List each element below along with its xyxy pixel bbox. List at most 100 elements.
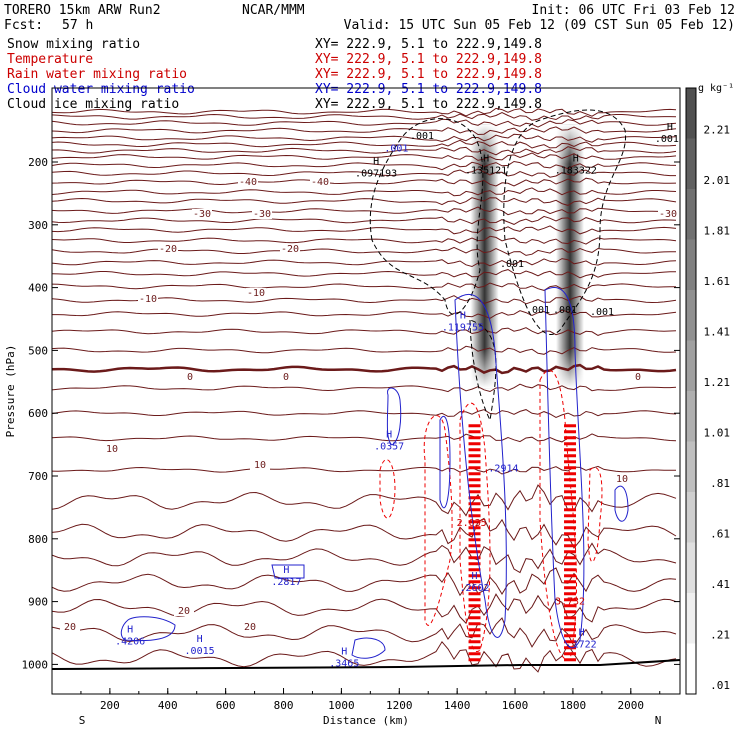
cloud-water-max-label: H bbox=[197, 634, 203, 645]
cloud-water-max-label: H bbox=[283, 565, 289, 576]
temp-contour-5 bbox=[52, 139, 677, 149]
x-tick-label: 600 bbox=[216, 699, 236, 712]
colorbar-label: 1.61 bbox=[704, 275, 731, 288]
y-tick-label: 400 bbox=[28, 282, 48, 295]
cloud-water-contour-7 bbox=[351, 637, 386, 659]
colorbar-label: .01 bbox=[710, 679, 730, 692]
temp-label-bg bbox=[612, 474, 632, 484]
temp-contour-4 bbox=[52, 133, 677, 143]
temp-contour-1 bbox=[52, 111, 677, 121]
temp-label: 0 bbox=[635, 372, 641, 383]
temp-label: 20 bbox=[178, 606, 190, 617]
temp-label-bg bbox=[276, 372, 296, 382]
legend-item-0: Snow mixing ratio bbox=[7, 37, 140, 52]
cloud-water-max-label: H bbox=[127, 624, 133, 635]
cloud-water-max-label: H bbox=[341, 646, 347, 657]
x-tick-label: 800 bbox=[274, 699, 294, 712]
cloud-water-contour-3 bbox=[544, 287, 585, 649]
colorbar-label: .41 bbox=[710, 578, 730, 591]
snow-max-label: H bbox=[483, 153, 489, 164]
temp-contour-26 bbox=[52, 383, 677, 393]
temp-contour-18 bbox=[52, 258, 677, 268]
temp-contour-13 bbox=[52, 206, 677, 216]
temp-contour-23 bbox=[52, 327, 677, 336]
rain-contour-2 bbox=[539, 369, 577, 661]
temp-contour-19 bbox=[52, 269, 676, 279]
colorbar-swatch bbox=[686, 441, 696, 492]
cloud-water-contour-5 bbox=[271, 564, 305, 579]
colorbar-swatch bbox=[686, 88, 696, 139]
temp-contour-29 bbox=[52, 465, 676, 475]
temp-label: -10 bbox=[247, 288, 265, 299]
temp-label-bg bbox=[246, 288, 266, 298]
temp-contour-8 bbox=[52, 160, 677, 171]
rain-contour-4 bbox=[379, 459, 396, 519]
snow-contour-label: .001 bbox=[410, 131, 434, 142]
temp-label-bg bbox=[174, 606, 194, 616]
temp-contour-10 bbox=[52, 177, 677, 187]
y-tick-label: 500 bbox=[28, 344, 48, 357]
x-tick-label: 1000 bbox=[328, 699, 355, 712]
temp-contour-36 bbox=[52, 640, 677, 673]
temp-label: -10 bbox=[139, 294, 157, 305]
temp-contour-20 bbox=[52, 282, 676, 291]
temp-label: -40 bbox=[239, 177, 257, 188]
temp-contour-15 bbox=[52, 225, 677, 235]
temp-contour-11 bbox=[52, 187, 677, 197]
y-tick-label: 600 bbox=[28, 407, 48, 420]
snow-max-label: H bbox=[573, 153, 579, 164]
y-tick-label: 800 bbox=[28, 533, 48, 546]
colorbar-swatch bbox=[686, 138, 696, 189]
init-time: Init: 06 UTC Fri 03 Feb 12 bbox=[532, 3, 736, 18]
colorbar-swatch bbox=[686, 542, 696, 593]
legend-xy-2: XY= 222.9, 5.1 to 222.9,149.8 bbox=[315, 67, 542, 82]
legend-item-1: Temperature bbox=[7, 52, 93, 67]
y-tick-label: 200 bbox=[28, 156, 48, 169]
cloud-water-max-value: .001 bbox=[384, 143, 408, 154]
temp-label: 10 bbox=[106, 444, 118, 455]
cloud-water-max-label: H bbox=[386, 430, 392, 441]
cloud-water-max-value: .2914 bbox=[488, 464, 518, 475]
left-endpoint-label: S bbox=[79, 714, 86, 727]
colorbar-label: 2.21 bbox=[704, 123, 731, 136]
temp-label-bg bbox=[658, 209, 678, 219]
temp-label: 0 bbox=[283, 372, 289, 383]
temp-label: 0 bbox=[187, 372, 193, 383]
snow-max-value: .0016 bbox=[655, 134, 685, 145]
cloud-water-contour-4 bbox=[614, 485, 629, 522]
snow-contour-2 bbox=[469, 319, 497, 422]
temp-contour-12 bbox=[52, 197, 677, 206]
legend-xy-0: XY= 222.9, 5.1 to 222.9,149.8 bbox=[315, 37, 542, 52]
legend-item-3: Cloud water mixing ratio bbox=[7, 82, 195, 97]
cloud-water-contour-0 bbox=[386, 387, 402, 446]
colorbar-swatch bbox=[686, 290, 696, 341]
temp-label-bg bbox=[628, 372, 648, 382]
cloud-water-contour-2 bbox=[454, 294, 507, 638]
snow-max-value: .097193 bbox=[355, 169, 397, 180]
y-tick-label: 900 bbox=[28, 596, 48, 609]
cloud-water-max-value: .1722 bbox=[567, 640, 597, 651]
x-tick-label: 2000 bbox=[618, 699, 645, 712]
cloud-water-max-label: H bbox=[460, 310, 466, 321]
cloud-water-max-value: .2602 bbox=[459, 583, 489, 594]
cloud-water-max-value: .119755 bbox=[442, 322, 484, 333]
snow-max-label: H bbox=[373, 157, 379, 168]
colorbar-label: 1.21 bbox=[704, 376, 731, 389]
temp-label: -20 bbox=[159, 244, 177, 255]
colorbar-swatch bbox=[686, 492, 696, 543]
temp-label-bg bbox=[60, 622, 80, 632]
colorbar-swatch bbox=[686, 643, 696, 694]
org-label: NCAR/MMM bbox=[242, 3, 305, 18]
colorbar-label: 1.81 bbox=[704, 224, 731, 237]
temp-label: -30 bbox=[253, 209, 271, 220]
colorbar-label: 2.01 bbox=[704, 174, 731, 187]
colorbar-label: .81 bbox=[710, 477, 730, 490]
plot-frame bbox=[51, 87, 681, 695]
rain-max-value: 3.732 bbox=[555, 597, 585, 608]
legend-item-4: Cloud ice mixing ratio bbox=[7, 97, 179, 112]
snow-max-value: .135121 bbox=[465, 165, 507, 176]
snow-contour-label: .001 bbox=[553, 305, 577, 316]
temp-contour-32 bbox=[52, 542, 677, 574]
temp-label: 20 bbox=[244, 622, 256, 633]
